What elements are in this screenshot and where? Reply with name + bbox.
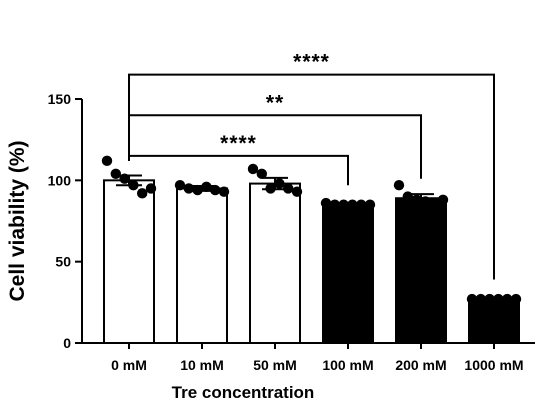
data-point bbox=[183, 183, 194, 194]
data-point bbox=[338, 199, 349, 210]
bar bbox=[249, 182, 301, 344]
data-point bbox=[329, 199, 340, 210]
data-point bbox=[475, 293, 486, 305]
data-point bbox=[364, 199, 376, 210]
data-point bbox=[393, 180, 405, 191]
data-point bbox=[411, 194, 422, 206]
significance-label: **** bbox=[293, 51, 330, 74]
data-point bbox=[429, 197, 440, 209]
significance-bracket bbox=[128, 114, 422, 179]
data-point bbox=[502, 293, 513, 305]
data-point bbox=[291, 186, 303, 197]
data-point bbox=[466, 293, 478, 305]
data-point bbox=[137, 188, 148, 199]
data-point bbox=[420, 196, 431, 207]
data-point bbox=[274, 178, 285, 189]
significance-bracket bbox=[128, 154, 349, 186]
x-tick-label: 50 mM bbox=[253, 357, 297, 373]
data-point bbox=[128, 180, 139, 191]
data-point bbox=[201, 181, 212, 193]
x-tick-label: 10 mM bbox=[180, 357, 224, 373]
significance-label: **** bbox=[220, 132, 257, 155]
y-axis-title: Cell viability (%) bbox=[6, 140, 29, 301]
data-point bbox=[347, 199, 358, 210]
data-point bbox=[174, 180, 186, 191]
data-point bbox=[218, 186, 230, 197]
axes bbox=[81, 99, 535, 344]
error-bars bbox=[116, 174, 507, 301]
y-tick-label: 0 bbox=[63, 335, 71, 351]
bar bbox=[322, 203, 374, 344]
data-point bbox=[493, 293, 504, 305]
bar bbox=[103, 179, 155, 344]
data-point bbox=[101, 155, 113, 167]
y-tick-label: 50 bbox=[55, 254, 71, 270]
data-point bbox=[247, 163, 259, 175]
x-axis-title: Tre concentration bbox=[172, 383, 315, 402]
significance-label: ** bbox=[266, 91, 284, 114]
y-tick-label: 100 bbox=[48, 172, 72, 188]
data-point bbox=[437, 194, 449, 206]
bars bbox=[103, 179, 520, 344]
data-points bbox=[101, 155, 522, 305]
data-point bbox=[110, 168, 122, 180]
data-point bbox=[402, 191, 413, 202]
y-ticks: 0 50 100 150 bbox=[48, 91, 82, 351]
x-tick-label: 100 mM bbox=[322, 357, 373, 373]
bar bbox=[395, 197, 447, 344]
data-point bbox=[145, 183, 157, 194]
y-tick-label: 150 bbox=[48, 91, 72, 107]
data-point bbox=[356, 199, 367, 210]
data-point bbox=[320, 197, 332, 209]
data-point bbox=[510, 293, 522, 305]
x-tick-labels: 0 mM 10 mM 50 mM 100 mM 200 mM 1000 mM bbox=[111, 343, 524, 373]
x-tick-label: 1000 mM bbox=[464, 357, 523, 373]
x-tick-label: 0 mM bbox=[111, 357, 147, 373]
data-point bbox=[256, 168, 267, 180]
bar bbox=[468, 298, 520, 344]
data-point bbox=[283, 183, 294, 194]
data-point bbox=[484, 293, 495, 305]
significance-brackets: ********** bbox=[128, 51, 495, 280]
bar bbox=[176, 187, 228, 344]
x-tick-label: 200 mM bbox=[395, 357, 446, 373]
data-point bbox=[192, 184, 203, 196]
data-point bbox=[265, 183, 276, 194]
data-point bbox=[119, 173, 130, 184]
data-point bbox=[210, 184, 221, 196]
